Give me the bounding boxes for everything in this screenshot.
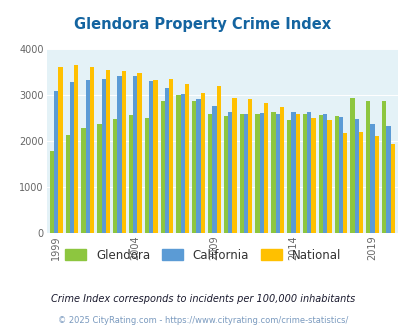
Bar: [275, 114, 279, 233]
Bar: [128, 115, 133, 233]
Bar: [58, 67, 62, 233]
Bar: [216, 86, 220, 233]
Bar: [97, 124, 101, 233]
Bar: [263, 103, 268, 233]
Bar: [354, 119, 358, 233]
Bar: [200, 93, 205, 233]
Bar: [196, 99, 200, 233]
Bar: [106, 70, 110, 233]
Bar: [271, 112, 275, 233]
Bar: [164, 88, 168, 233]
Bar: [365, 101, 369, 233]
Bar: [334, 116, 338, 233]
Bar: [259, 113, 263, 233]
Bar: [223, 116, 228, 233]
Text: Glendora Property Crime Index: Glendora Property Crime Index: [74, 17, 331, 32]
Bar: [81, 128, 85, 233]
Bar: [192, 101, 196, 233]
Bar: [54, 91, 58, 233]
Bar: [70, 82, 74, 233]
Bar: [66, 135, 70, 233]
Bar: [212, 106, 216, 233]
Bar: [153, 80, 157, 233]
Bar: [302, 114, 307, 233]
Bar: [350, 98, 354, 233]
Bar: [369, 124, 374, 233]
Bar: [307, 112, 311, 233]
Bar: [50, 151, 54, 233]
Bar: [295, 114, 299, 233]
Bar: [322, 114, 326, 233]
Bar: [381, 101, 385, 233]
Bar: [338, 117, 342, 233]
Bar: [144, 118, 149, 233]
Bar: [358, 132, 362, 233]
Legend: Glendora, California, National: Glendora, California, National: [60, 244, 345, 266]
Bar: [286, 120, 291, 233]
Bar: [291, 112, 295, 233]
Bar: [228, 112, 232, 233]
Bar: [90, 67, 94, 233]
Bar: [101, 79, 106, 233]
Bar: [184, 84, 189, 233]
Bar: [279, 107, 283, 233]
Bar: [232, 98, 236, 233]
Bar: [255, 114, 259, 233]
Bar: [385, 125, 390, 233]
Bar: [247, 99, 252, 233]
Bar: [168, 79, 173, 233]
Bar: [117, 76, 121, 233]
Bar: [137, 73, 141, 233]
Text: © 2025 CityRating.com - https://www.cityrating.com/crime-statistics/: © 2025 CityRating.com - https://www.city…: [58, 316, 347, 325]
Text: Crime Index corresponds to incidents per 100,000 inhabitants: Crime Index corresponds to incidents per…: [51, 294, 354, 304]
Bar: [113, 119, 117, 233]
Bar: [318, 115, 322, 233]
Bar: [149, 81, 153, 233]
Bar: [85, 80, 90, 233]
Bar: [374, 137, 378, 233]
Bar: [176, 95, 180, 233]
Bar: [342, 133, 347, 233]
Bar: [207, 114, 212, 233]
Bar: [180, 94, 184, 233]
Bar: [243, 114, 247, 233]
Bar: [74, 65, 78, 233]
Bar: [121, 72, 126, 233]
Bar: [160, 101, 164, 233]
Bar: [311, 118, 315, 233]
Bar: [390, 144, 394, 233]
Bar: [239, 114, 243, 233]
Bar: [133, 76, 137, 233]
Bar: [326, 120, 331, 233]
